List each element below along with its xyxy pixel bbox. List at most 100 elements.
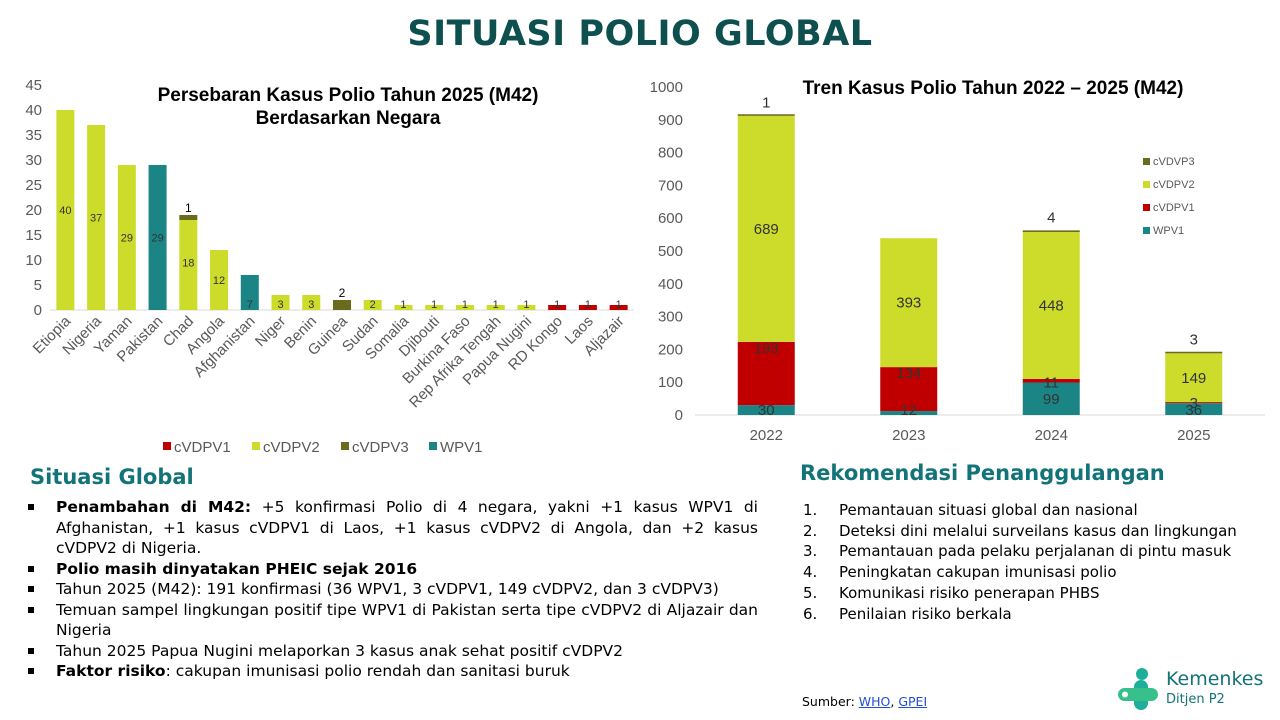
y-tick-label: 35 — [25, 127, 42, 144]
kemenkes-logo-icon — [1118, 668, 1158, 710]
bar-cvdpv3-guinea — [333, 300, 351, 310]
bar-value-label: 3 — [308, 299, 314, 311]
legend-swatch-cvdvp3 — [1143, 158, 1150, 165]
y-tick-label: 600 — [658, 210, 683, 227]
y-tick-label: 15 — [25, 227, 42, 244]
legend-swatch-cvdpv3 — [341, 442, 349, 450]
bar-wpv1-pakistan — [148, 165, 167, 310]
kemenkes-logo: Kemenkes Ditjen P2 — [1114, 664, 1274, 716]
bar-cvdpv2-2022 — [737, 115, 795, 342]
bar-value-label: 3 — [277, 299, 283, 311]
y-tick-label: 0 — [675, 407, 683, 424]
bar-value-label-cvdpv1: 193 — [754, 340, 779, 357]
y-tick-label: 800 — [658, 145, 683, 162]
rekomendasi-item-number: 2. — [803, 521, 818, 540]
bar-cvdpv2-somalia — [394, 305, 413, 310]
situasi-item-text: +5 konfirmasi Polio di 4 negara, yakni +… — [56, 498, 758, 557]
bar-wpv1-2024 — [1022, 382, 1080, 415]
bar-cvdpv1-rd-kongo — [548, 305, 567, 310]
rekomendasi-item: 5. Komunikasi risiko penerapan PHBS — [803, 583, 1243, 604]
bar-value-label-cvdpv1: 3 — [1190, 395, 1198, 412]
bar-value-label: 18 — [182, 258, 194, 270]
bar-cvdvp3-2024 — [1022, 230, 1080, 232]
bar-cvdpv2-chad — [179, 220, 198, 310]
bar-wpv1-2022 — [737, 405, 795, 415]
rekomendasi-heading: Rekomendasi Penanggulangan — [800, 461, 1165, 485]
rekomendasi-item: 1. Pemantauan situasi global dan nasional — [803, 500, 1243, 521]
bar-cvdpv2-rep-afrika-tengah — [486, 305, 505, 310]
y-tick-label: 500 — [658, 243, 683, 260]
rekomendasi-item-text: Pemantauan pada pelaku perjalanan di pin… — [839, 542, 1232, 561]
legend-label-wpv1: WPV1 — [440, 439, 483, 456]
rekomendasi-item-text: Penilaian risiko berkala — [839, 604, 1012, 623]
y-tick-label: 20 — [25, 202, 42, 219]
bar-value-label-cvdpv2: 448 — [1039, 297, 1064, 314]
legend-swatch-cvdpv1 — [1143, 204, 1150, 211]
legend-swatch-wpv1 — [429, 442, 437, 450]
bar-cvdpv1-laos — [578, 305, 597, 310]
rekomendasi-list: 1. Pemantauan situasi global dan nasional… — [803, 500, 1243, 624]
bar-value-label-cvdvp3: 4 — [1047, 210, 1055, 227]
y-tick-label: 30 — [25, 152, 42, 169]
legend-label-wpv1: WPV1 — [1153, 225, 1184, 237]
situasi-item: Tahun 2025 Papua Nugini melaporkan 3 kas… — [28, 641, 758, 662]
situasi-item-bold: Polio masih dinyatakan PHEIC sejak 2016 — [56, 559, 418, 578]
rekomendasi-item-number: 6. — [803, 604, 818, 623]
source-note: Sumber: WHO, GPEI — [802, 694, 927, 709]
bar-cvdpv1-aljazair — [609, 305, 628, 310]
x-tick-label: 2023 — [892, 427, 925, 444]
situasi-item-bold: Penambahan di M42: — [56, 498, 252, 516]
logo-subtitle: Ditjen P2 — [1166, 692, 1225, 707]
source-link-gpei[interactable]: GPEI — [898, 694, 928, 709]
bar-cvdvp3-2025 — [1165, 351, 1223, 354]
trend-cases-chart: 0 100 200 300 400 500 600 700 800 900 1000 30 193 689… — [650, 78, 1265, 444]
situasi-item: Penambahan di M42: +5 konfirmasi Polio d… — [28, 497, 758, 559]
country-cases-chart: 05101520253035404540Etiopia37Nigeria29Ya… — [25, 77, 634, 456]
rekomendasi-item-number: 5. — [803, 583, 818, 602]
bar-cvdpv2-nigeria — [87, 125, 106, 310]
legend-swatch-cvdpv2 — [1143, 181, 1150, 188]
situasi-item-text: : cakupan imunisasi polio rendah dan san… — [165, 662, 570, 680]
y-tick-label: 300 — [658, 309, 683, 326]
bar-value-label: 37 — [90, 213, 102, 225]
rekomendasi-item-number: 3. — [803, 542, 818, 561]
bar-cvdpv2-angola — [210, 250, 229, 310]
situasi-item-text: Tahun 2025 Papua Nugini melaporkan 3 kas… — [56, 641, 624, 660]
bar-value-label: 1 — [523, 299, 529, 311]
rekomendasi-item-text: Peningkatan cakupan imunisasi polio — [839, 563, 1117, 582]
bar-value-label-cvdvp3: 3 — [1190, 331, 1198, 348]
bar-cvdpv2-yaman — [117, 165, 136, 310]
situasi-item: Polio masih dinyatakan PHEIC sejak 2016 — [28, 559, 758, 580]
bar-value-label-cvdpv2: 393 — [896, 295, 921, 312]
legend-label-cvdpv3: cVDPV3 — [352, 439, 409, 456]
rekomendasi-item: 3. Pemantauan pada pelaku perjalanan di p… — [803, 541, 1243, 562]
bar-value-label: 1 — [616, 299, 622, 311]
bar-value-label-wpv1: 36 — [1185, 402, 1202, 419]
y-tick-label: 900 — [658, 112, 683, 129]
bar-value-label: 1 — [462, 299, 468, 311]
bar-top-label: 2 — [339, 286, 346, 300]
bar-wpv1-2025 — [1165, 403, 1223, 415]
situasi-item-bold: Faktor risiko — [56, 662, 166, 680]
situasi-item-text: Temuan sampel lingkungan positif tipe WP… — [56, 600, 758, 640]
bar-value-label-cvdpv2: 689 — [754, 221, 779, 238]
y-tick-label: 40 — [25, 102, 42, 119]
rekomendasi-item: 2. Deteksi dini melalui surveilans kasus … — [803, 521, 1243, 542]
y-tick-label: 700 — [658, 177, 683, 194]
x-tick-label: 2025 — [1177, 427, 1210, 444]
situasi-item: Tahun 2025 (M42): 191 konfirmasi (36 WPV… — [28, 579, 758, 600]
rekomendasi-item-number: 4. — [803, 563, 818, 582]
bar-value-label: 1 — [493, 299, 499, 311]
situasi-global-list: Penambahan di M42: +5 konfirmasi Polio d… — [28, 497, 758, 682]
bar-cvdpv3-chad — [179, 215, 198, 220]
bar-value-label: 2 — [370, 299, 376, 311]
bar-cvdpv1-2023 — [880, 367, 938, 412]
bar-value-label-cvdpv1: 134 — [896, 365, 921, 382]
bar-cvdpv2-2023 — [880, 238, 938, 368]
legend-label-cvdpv2: cVDPV2 — [1153, 179, 1195, 191]
source-link-who[interactable]: WHO — [858, 694, 891, 709]
source-separator: , — [890, 694, 899, 709]
y-tick-label: 400 — [658, 276, 683, 293]
situasi-item: Temuan sampel lingkungan positif tipe WP… — [28, 600, 758, 641]
bar-cvdpv2-djibouti — [425, 305, 444, 310]
